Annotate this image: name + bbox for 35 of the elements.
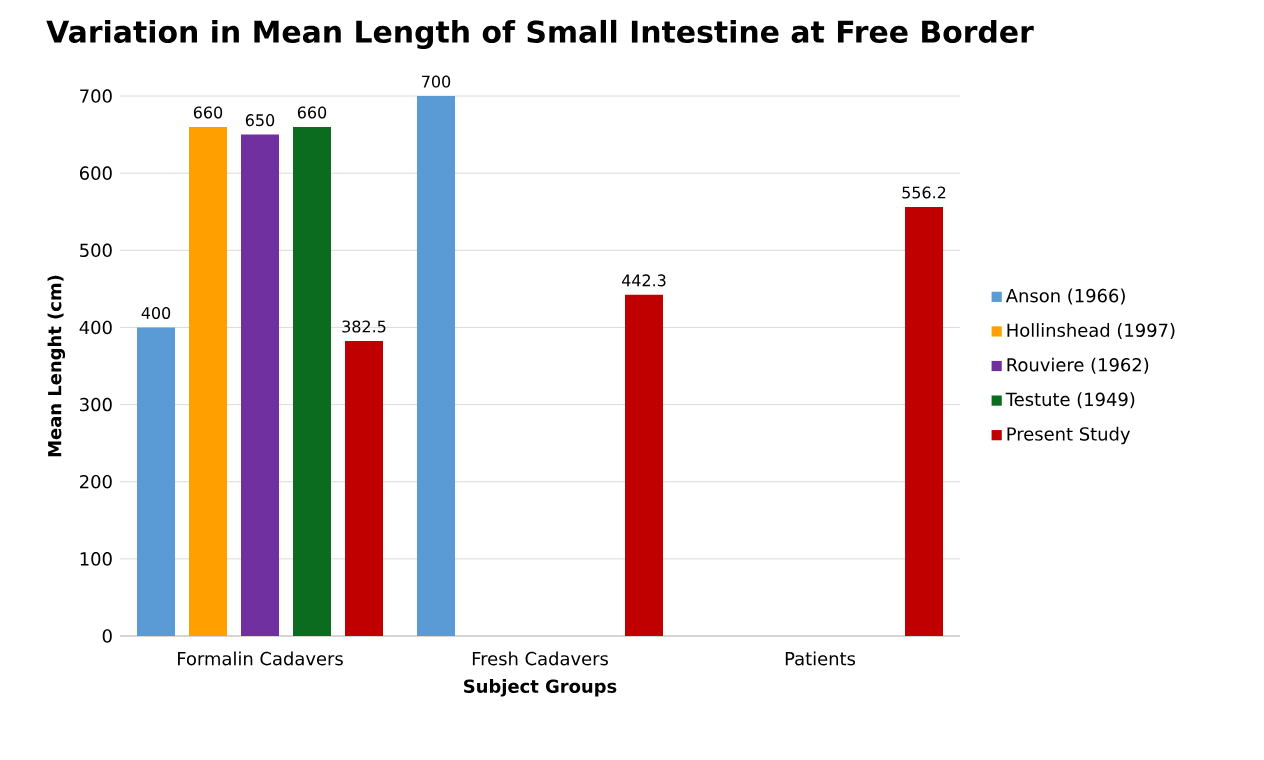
y-tick-label: 600 xyxy=(79,166,112,180)
x-tick-label: Patients xyxy=(785,651,856,666)
legend-label: Testute (1949) xyxy=(1005,392,1135,409)
legend-label: Rouviere (1962) xyxy=(1007,357,1149,374)
data-label: 400 xyxy=(141,306,171,320)
x-axis-title: Subject Groups xyxy=(464,679,617,697)
bar xyxy=(417,96,455,636)
data-label: 650 xyxy=(245,114,275,127)
legend-label: Present Study xyxy=(1007,426,1131,445)
x-tick-label: Formalin Cadavers xyxy=(178,651,343,666)
y-axis-title: Mean Lenght (cm) xyxy=(47,275,66,457)
y-tick-label: 300 xyxy=(80,397,112,412)
data-label: 660 xyxy=(297,106,327,119)
data-label: 382.5 xyxy=(342,320,386,333)
legend-label: Hollinshead (1997) xyxy=(1007,323,1175,340)
y-tick-label: 100 xyxy=(80,552,112,566)
bar xyxy=(241,134,279,636)
bar xyxy=(905,206,944,636)
bar xyxy=(345,340,383,636)
x-tick-label: Fresh Cadavers xyxy=(472,651,608,666)
chart-title: Variation in Mean Length of Small Intestine at Free Border xyxy=(46,19,1034,50)
data-label: 700 xyxy=(422,75,451,88)
bar xyxy=(625,294,663,636)
bar xyxy=(189,126,227,636)
y-tick-label: 700 xyxy=(80,89,112,103)
bar xyxy=(293,126,331,636)
bar xyxy=(137,327,175,636)
y-tick-label: 0 xyxy=(102,629,112,643)
y-tick-label: 500 xyxy=(80,243,112,258)
data-label: 556.2 xyxy=(902,186,946,199)
legend-label: Anson (1966) xyxy=(1005,288,1125,305)
data-label: 660 xyxy=(193,106,223,119)
y-tick-label: 200 xyxy=(80,474,112,489)
y-tick-label: 400 xyxy=(79,320,112,335)
data-label: 442.3 xyxy=(621,274,666,287)
